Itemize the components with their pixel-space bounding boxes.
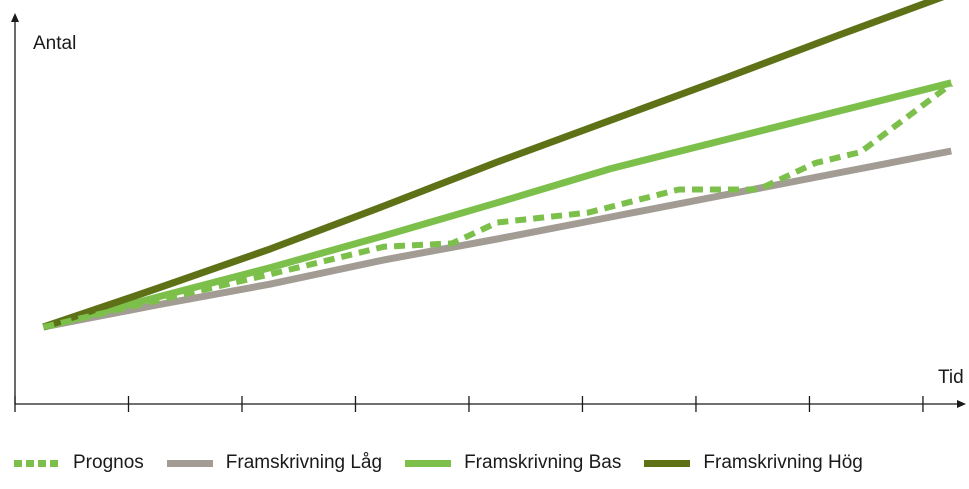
axes	[11, 13, 966, 412]
legend-swatch-framskrivning-lag	[166, 459, 213, 467]
series-line-prognos	[42, 81, 954, 330]
line-chart: Antal Tid	[11, 0, 966, 412]
series-line-framskrivning-hog	[42, 0, 945, 331]
legend-swatch-framskrivning-bas	[405, 459, 452, 467]
legend-label: Prognos	[73, 452, 144, 473]
legend-item-framskrivning-bas: Framskrivning Bas	[405, 452, 621, 474]
legend-item-framskrivning-lag: Framskrivning Låg	[166, 452, 383, 474]
series-layer	[42, 0, 954, 331]
legend-label: Framskrivning Hög	[703, 452, 863, 473]
legend-item-framskrivning-hog: Framskrivning Hög	[644, 452, 863, 474]
legend-item-prognos: Prognos	[14, 452, 144, 474]
legend-swatch-prognos	[14, 459, 60, 467]
legend-swatch-framskrivning-hog	[644, 459, 691, 467]
legend: Prognos Framskrivning Låg Framskrivning …	[14, 452, 886, 474]
y-axis-arrow	[11, 13, 19, 22]
series-line-framskrivning-bas	[42, 79, 953, 331]
series-line-framskrivning-lag	[42, 147, 952, 331]
legend-label: Framskrivning Låg	[225, 452, 383, 473]
y-axis-title: Antal	[33, 33, 76, 54]
legend-label: Framskrivning Bas	[464, 452, 622, 473]
x-axis-arrow	[957, 400, 966, 408]
x-axis-title: Tid	[938, 367, 964, 388]
